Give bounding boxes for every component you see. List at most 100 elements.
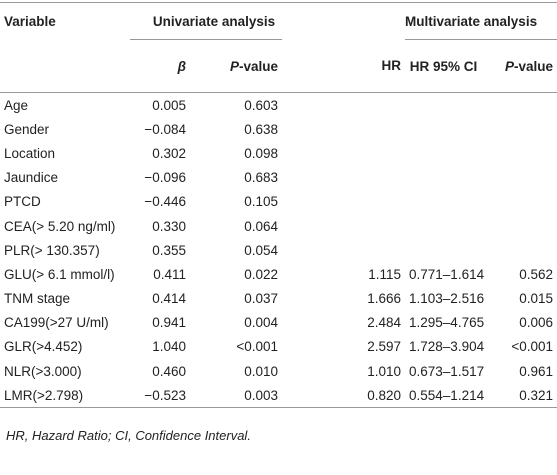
column-header-text: HR	[381, 58, 402, 74]
cell-text: 2.484	[367, 315, 402, 331]
cell: 0.006	[482, 311, 557, 335]
cell-text: CA199(>27 U/ml)	[4, 315, 109, 331]
cell	[282, 190, 405, 214]
cell: 0.037	[190, 287, 282, 311]
cell	[405, 93, 482, 118]
cell-text: NLR(>3.000)	[4, 363, 82, 379]
cell: 1.103–2.516	[405, 287, 485, 311]
cell: −0.523	[130, 383, 190, 409]
cell-text: TNM stage	[4, 291, 71, 307]
cell-text: 0.022	[244, 266, 279, 282]
cell-text: 0.460	[152, 363, 186, 379]
row-label: GLR(>4.452)	[0, 335, 130, 359]
cell: 1.666	[282, 287, 405, 311]
cell-text: 1.115	[368, 266, 402, 282]
row-label: Location	[0, 141, 130, 165]
cell	[482, 166, 557, 190]
cell-text: 0.673–1.517	[409, 363, 485, 379]
cell: 0.673–1.517	[405, 359, 485, 383]
cell-text: 0.961	[519, 363, 554, 379]
cell-text: CEA(> 5.20 ng/ml)	[4, 218, 116, 234]
cell-text: 0.683	[244, 170, 279, 186]
cell: 2.597	[282, 335, 405, 359]
row-label: Gender	[0, 117, 130, 141]
cell-text: 0.603	[244, 97, 279, 113]
cell-text: 0.330	[152, 218, 186, 234]
cell: <0.001	[482, 335, 557, 359]
cell: 0.003	[190, 383, 283, 409]
column-header-text: P-value	[504, 58, 554, 74]
cell: 0.022	[190, 262, 282, 286]
cell: 0.771–1.614	[405, 262, 485, 286]
cell-text: 0.064	[244, 218, 279, 234]
cell: 0.603	[190, 93, 282, 118]
cell: 0.330	[130, 214, 190, 238]
cell: 0.355	[130, 238, 190, 262]
cell-text: 1.103–2.516	[409, 291, 485, 307]
cell: 0.004	[190, 311, 282, 335]
cell: 1.728–3.904	[405, 335, 485, 359]
cell: 0.638	[190, 117, 282, 141]
table-row: NLR(>3.000) 0.460 0.010 1.010 0.673–1.517 0.9…	[0, 359, 557, 383]
cell: −0.446	[130, 190, 190, 214]
cell	[482, 141, 557, 165]
cell-text: −0.096	[144, 170, 186, 186]
cell: 0.098	[190, 141, 282, 165]
header-univariate: Univariate analysis	[130, 2, 283, 40]
cell: 0.941	[130, 311, 190, 335]
cell	[405, 238, 482, 262]
cell	[482, 93, 557, 118]
column-header-text: P-value	[229, 58, 279, 74]
row-label: PTCD	[0, 190, 130, 214]
header-variable: Variable	[0, 2, 130, 40]
cell-text: 1.728–3.904	[409, 339, 485, 355]
column-header: P-value	[190, 39, 283, 93]
cell	[282, 214, 405, 238]
cell: 0.064	[190, 214, 282, 238]
cell-text: PTCD	[4, 194, 41, 210]
table-row: Jaundice −0.096 0.683	[0, 166, 557, 190]
results-table: Variable Univariate analysis Multivariat…	[0, 2, 557, 409]
cell: 0.411	[130, 262, 190, 286]
cell-text: 0.411	[153, 266, 186, 282]
cell	[282, 166, 405, 190]
cell-text: 0.820	[367, 387, 402, 403]
cell	[482, 190, 557, 214]
cell: −0.096	[130, 166, 190, 190]
cell-text: 0.638	[244, 121, 279, 137]
row-label: CEA(> 5.20 ng/ml)	[0, 214, 130, 238]
cell-text: Gender	[4, 121, 50, 137]
cell-text: 0.015	[519, 291, 554, 307]
cell-text: <0.001	[236, 339, 279, 355]
column-header: HR	[282, 39, 406, 93]
cell: 0.460	[130, 359, 190, 383]
header-multivariate: Multivariate analysis	[405, 2, 557, 40]
cell-text: PLR(> 130.357)	[4, 242, 100, 258]
cell: 0.562	[482, 262, 557, 286]
cell-text: 0.771–1.614	[409, 266, 485, 282]
cell: 0.554–1.214	[405, 383, 484, 409]
cell-text: 1.295–4.765	[409, 315, 485, 331]
cell-text: 0.098	[244, 145, 279, 161]
cell: 0.054	[190, 238, 282, 262]
cell: 0.105	[190, 190, 282, 214]
cell-text: 0.037	[244, 291, 279, 307]
row-label: PLR(> 130.357)	[0, 238, 130, 262]
cell-text: 0.414	[152, 291, 186, 307]
cell	[282, 117, 405, 141]
cell: 1.295–4.765	[405, 311, 485, 335]
cell: <0.001	[190, 335, 282, 359]
cell: 0.820	[282, 383, 406, 409]
cell-text: <0.001	[511, 339, 554, 355]
table-row: CA199(>27 U/ml) 0.941 0.004 2.484 1.295–4.76…	[0, 311, 557, 335]
table-row: GLU(> 6.1 mmol/l) 0.411 0.022 1.115 0.771–1.…	[0, 262, 557, 286]
cell-text: 2.597	[367, 339, 402, 355]
cell-text: 0.355	[152, 242, 186, 258]
cell: −0.084	[130, 117, 190, 141]
row-label: Jaundice	[0, 166, 130, 190]
footnote: HR, Hazard Ratio; CI, Confidence Interva…	[6, 428, 251, 443]
table-row: CEA(> 5.20 ng/ml) 0.330 0.064	[0, 214, 557, 238]
cell-text: −0.446	[144, 194, 186, 210]
cell	[282, 141, 405, 165]
